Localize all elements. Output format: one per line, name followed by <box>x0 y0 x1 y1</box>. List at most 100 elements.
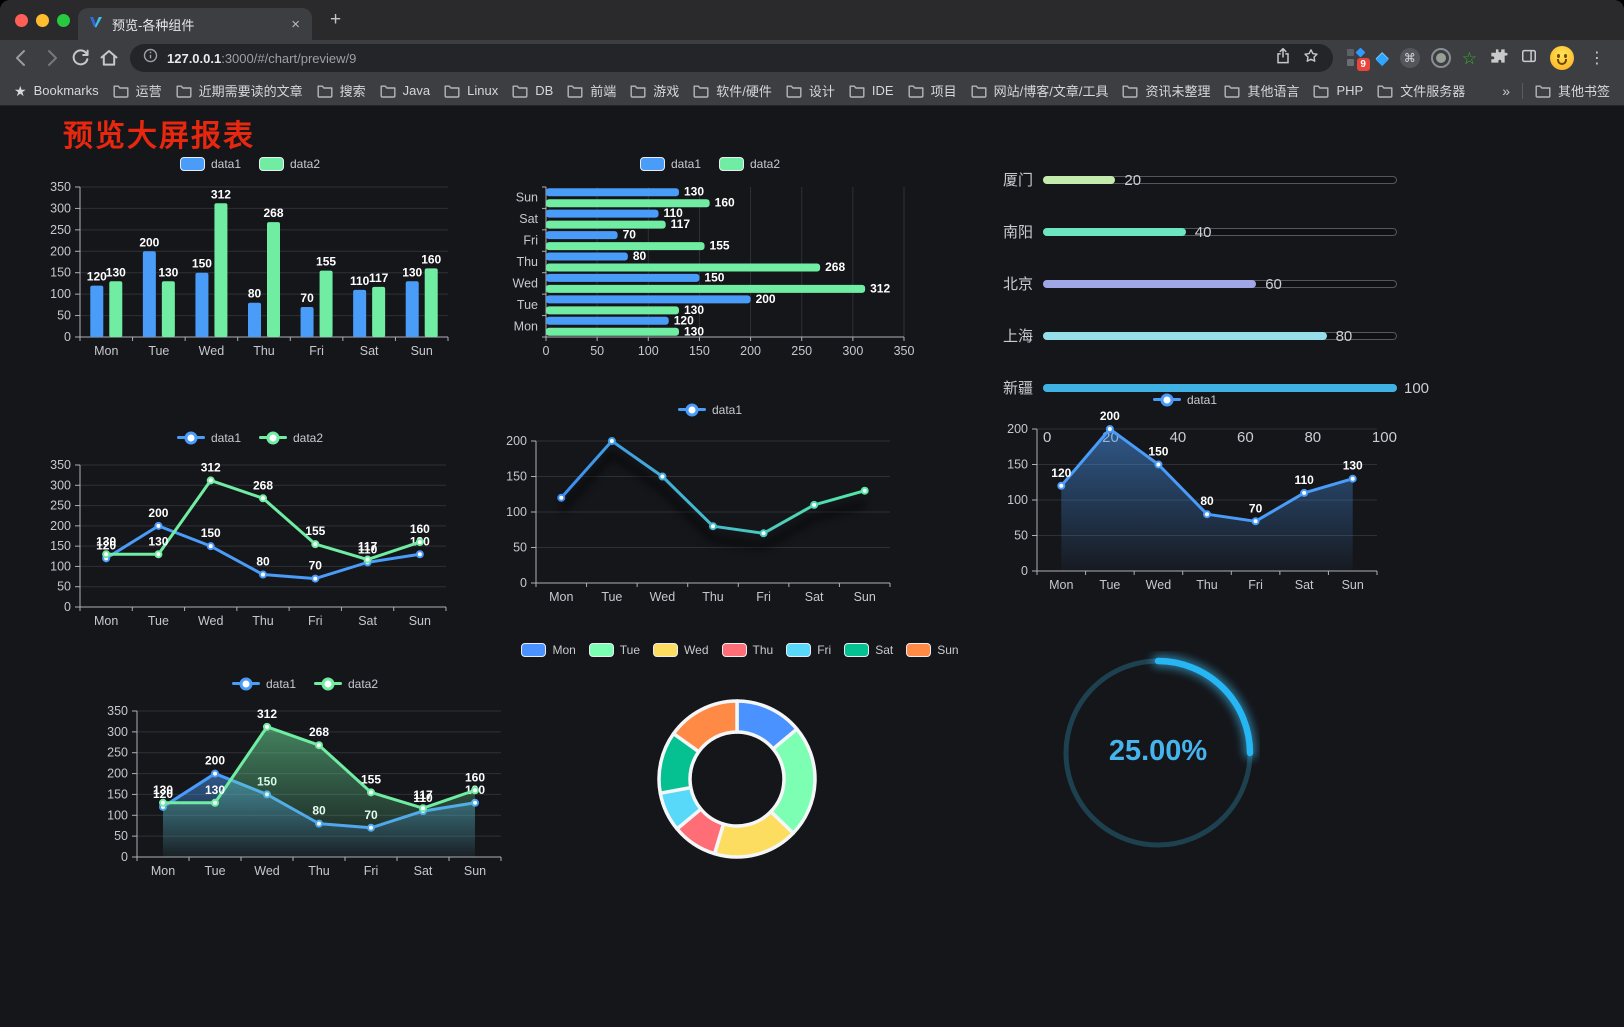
bookmark-folder[interactable]: 设计 <box>786 81 835 100</box>
url-text[interactable]: 127.0.0.1:3000/#/chart/preview/9 <box>167 51 1265 66</box>
share-icon[interactable] <box>1273 46 1293 71</box>
legend-item[interactable]: data1 <box>639 157 701 171</box>
bookmark-folder[interactable]: Linux <box>444 83 498 98</box>
chart-canvas <box>1063 655 1256 848</box>
folder-icon <box>1535 85 1551 98</box>
bookmark-folder[interactable]: 文件服务器 <box>1377 81 1465 100</box>
bookmark-folder[interactable]: PHP <box>1313 83 1363 98</box>
bookmark-folder[interactable]: 搜索 <box>317 81 366 100</box>
svg-text:117: 117 <box>369 271 389 285</box>
svg-text:120: 120 <box>96 538 116 552</box>
legend-item[interactable]: Fri <box>786 643 831 657</box>
address-bar[interactable]: 127.0.0.1:3000/#/chart/preview/9 <box>130 44 1333 72</box>
svg-text:70: 70 <box>623 228 637 242</box>
site-info-icon[interactable] <box>142 47 159 69</box>
legend-item[interactable]: data2 <box>259 431 323 445</box>
bookmark-folder-label: 文件服务器 <box>1400 84 1466 99</box>
svg-text:0: 0 <box>121 850 128 864</box>
legend-item[interactable]: Sun <box>906 643 959 657</box>
tab-close-icon[interactable]: × <box>291 15 300 33</box>
legend-item[interactable]: Sat <box>844 643 893 657</box>
extensions-puzzle-icon[interactable] <box>1488 46 1508 71</box>
reload-button[interactable] <box>66 45 93 72</box>
home-button[interactable] <box>95 45 122 72</box>
chart-legend: data1 data2 <box>500 157 920 171</box>
bookmark-folder[interactable]: 前端 <box>567 81 616 100</box>
zoom-window-button[interactable] <box>57 14 70 27</box>
svg-text:Tue: Tue <box>601 590 622 604</box>
svg-text:0: 0 <box>64 600 71 614</box>
progress-value: 60 <box>1265 275 1282 293</box>
bookmark-folder-label: 前端 <box>590 84 617 99</box>
legend-item[interactable]: data1 <box>176 431 241 445</box>
svg-text:Wed: Wed <box>198 614 224 628</box>
bookmark-folder[interactable]: 网站/博客/文章/工具 <box>971 81 1108 100</box>
bookmarks-manager-item[interactable]: ★ Bookmarks <box>14 83 99 98</box>
minimize-window-button[interactable] <box>36 14 49 27</box>
legend-item[interactable]: Wed <box>653 643 709 657</box>
svg-text:200: 200 <box>1007 422 1028 436</box>
folder-icon <box>1224 85 1240 98</box>
svg-text:130: 130 <box>1343 459 1363 473</box>
green-star-extension-icon[interactable]: ☆ <box>1461 48 1477 68</box>
svg-text:150: 150 <box>704 270 724 284</box>
svg-text:Tue: Tue <box>204 864 225 878</box>
extension-grid-icon[interactable]: 9 <box>1346 47 1370 71</box>
legend-line-marker <box>259 431 287 445</box>
new-tab-button[interactable]: + <box>330 9 342 30</box>
bookmark-folder[interactable]: Java <box>380 83 430 98</box>
svg-text:312: 312 <box>201 460 221 474</box>
svg-text:Sat: Sat <box>414 864 433 878</box>
svg-text:Sat: Sat <box>358 614 377 628</box>
close-window-button[interactable] <box>15 14 28 27</box>
svg-text:200: 200 <box>740 344 761 358</box>
legend-item[interactable]: Thu <box>721 643 773 657</box>
progress-label: 北京 <box>1002 276 1033 293</box>
legend-item[interactable]: data1 <box>179 157 241 171</box>
bookmark-folder[interactable]: 资讯未整理 <box>1122 81 1210 100</box>
progress-row: 北京 60 <box>985 273 1397 294</box>
bookmark-folder[interactable]: 软件/硬件 <box>693 81 772 100</box>
legend-item[interactable]: data2 <box>314 677 378 691</box>
legend-item[interactable]: data2 <box>259 157 320 171</box>
bookmark-star-icon[interactable] <box>1301 46 1321 71</box>
svg-text:200: 200 <box>50 519 71 533</box>
gem-extension-icon[interactable]: ◆ <box>1375 48 1389 68</box>
other-bookmarks-button[interactable]: 其他书签 <box>1535 81 1610 100</box>
command-extension-icon[interactable]: ⌘ <box>1399 48 1420 68</box>
browser-menu-icon[interactable]: ⋮ <box>1589 50 1606 67</box>
legend-swatch <box>906 643 932 657</box>
legend-item[interactable]: data2 <box>719 157 780 171</box>
chart-legend: data1 data2 <box>40 157 460 171</box>
bookmark-folder[interactable]: 游戏 <box>630 81 679 100</box>
legend-item[interactable]: data1 <box>1152 393 1217 407</box>
page-content: 预览大屏报表 data1 data2 0 50 100 150 200 250 300 350 Mo… <box>0 107 1624 1027</box>
legend-item[interactable]: Mon <box>521 643 576 657</box>
svg-text:50: 50 <box>513 541 527 555</box>
svg-text:70: 70 <box>1249 501 1263 515</box>
bookmark-folder[interactable]: 近期需要读的文章 <box>176 81 303 100</box>
profile-avatar[interactable] <box>1550 46 1574 70</box>
legend-item[interactable]: data1 <box>677 403 742 417</box>
legend-item[interactable]: Tue <box>588 643 640 657</box>
svg-text:Thu: Thu <box>516 255 538 269</box>
svg-text:130: 130 <box>148 534 168 548</box>
folder-icon <box>1122 85 1138 98</box>
bookmark-folder[interactable]: 其他语言 <box>1224 81 1299 100</box>
bookmarks-label: Bookmarks <box>33 83 99 98</box>
page-title: 预览大屏报表 <box>63 120 255 153</box>
bookmark-folder[interactable]: IDE <box>849 83 894 98</box>
svg-text:Thu: Thu <box>702 590 724 604</box>
legend-item[interactable]: data1 <box>231 677 296 691</box>
back-button[interactable] <box>8 45 35 72</box>
bookmark-folder[interactable]: 项目 <box>908 81 957 100</box>
bookmark-folder[interactable]: DB <box>512 83 553 98</box>
recorder-extension-icon[interactable] <box>1430 48 1451 68</box>
forward-button[interactable] <box>37 45 64 72</box>
bookmark-folder-label: PHP <box>1336 83 1364 98</box>
bookmark-folder[interactable]: 运营 <box>113 81 162 100</box>
active-tab[interactable]: 预览-各种组件 × <box>78 8 312 40</box>
svg-text:80: 80 <box>633 249 647 263</box>
bookmarks-overflow-button[interactable]: » <box>1502 82 1510 99</box>
side-panel-icon[interactable] <box>1519 46 1539 71</box>
